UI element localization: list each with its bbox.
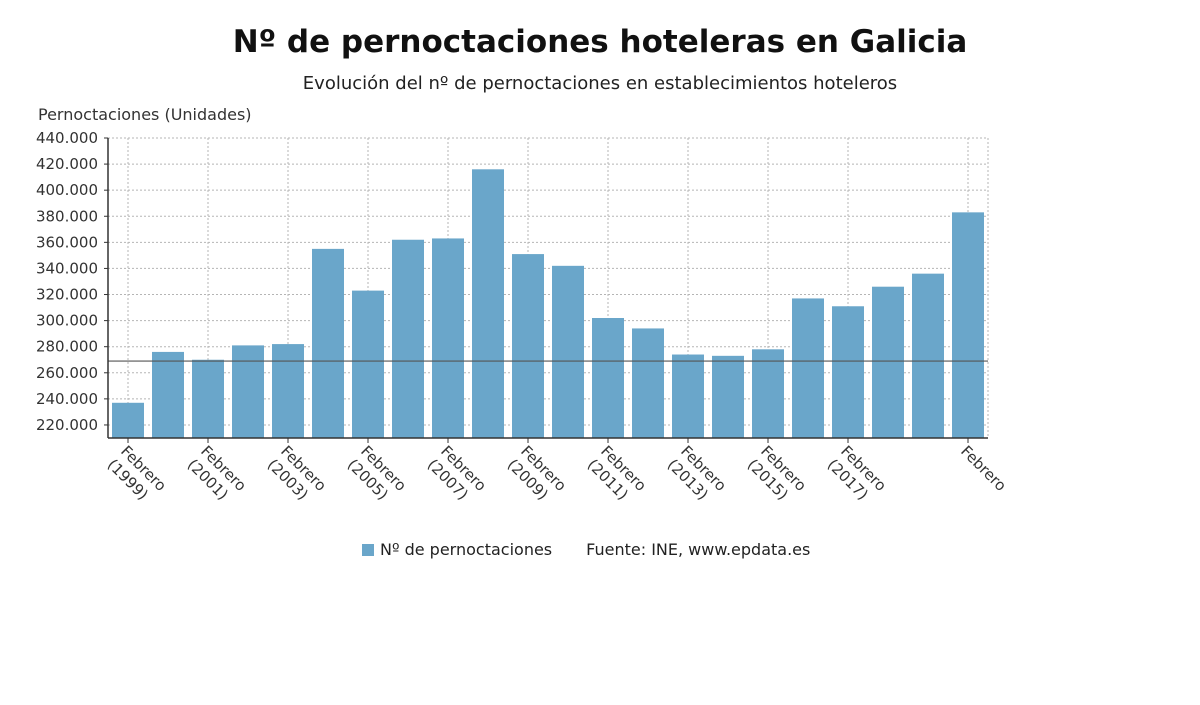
y-tick-label: 240.000 <box>36 390 98 408</box>
bar <box>712 355 744 438</box>
bar <box>352 290 384 438</box>
y-tick-label: 340.000 <box>36 259 98 277</box>
x-tick-label: Febrero(2003) <box>264 442 330 508</box>
bar <box>752 349 784 438</box>
bar <box>472 169 504 438</box>
axes-group <box>104 137 988 443</box>
x-tick-label: Febrero(1999) <box>104 442 170 508</box>
x-tick-label-line: Febrero <box>957 442 1010 495</box>
bar <box>552 265 584 438</box>
y-tick-label: 280.000 <box>36 338 98 356</box>
chart-title: Nº de pernoctaciones hoteleras en Galici… <box>232 24 968 60</box>
y-axis-label: Pernoctaciones (Unidades) <box>38 105 252 124</box>
bar <box>632 328 664 438</box>
bar <box>672 354 704 438</box>
x-tick-label: Febrero(2015) <box>744 442 810 508</box>
x-tick-label: Febrero(2005) <box>344 442 410 508</box>
y-tick-label: 380.000 <box>36 207 98 225</box>
y-tick-label: 260.000 <box>36 364 98 382</box>
y-tick-label: 400.000 <box>36 181 98 199</box>
y-tick-label: 220.000 <box>36 416 98 434</box>
y-tick-labels: 220.000 240.000 260.000 280.000 300.000 320.0… <box>36 129 98 434</box>
legend-swatch <box>362 543 374 556</box>
bars-group <box>112 169 984 438</box>
y-tick-label: 420.000 <box>36 155 98 173</box>
bar <box>432 238 464 438</box>
bar <box>392 239 424 438</box>
x-tick-label: Febrero <box>957 442 1010 495</box>
x-tick-label: Febrero(2017) <box>824 442 890 508</box>
bar <box>192 359 224 438</box>
bar <box>952 212 984 438</box>
y-tick-label: 360.000 <box>36 233 98 251</box>
x-tick-labels: Febrero(1999) Febrero(2001) Febrero(2003) F… <box>104 442 1010 508</box>
x-tick-label: Febrero(2009) <box>504 442 570 508</box>
legend: Nº de pernoctaciones Fuente: INE, www.ep… <box>362 540 810 559</box>
chart-subtitle: Evolución del nº de pernoctaciones en es… <box>302 73 898 94</box>
bar <box>112 402 144 438</box>
bar <box>832 306 864 438</box>
x-tick-label: Febrero(2011) <box>584 442 650 508</box>
x-tick-label: Febrero(2007) <box>424 442 490 508</box>
bar <box>232 345 264 438</box>
grid-lines <box>108 137 989 438</box>
x-tick-label: Febrero(2013) <box>664 442 730 508</box>
bar-chart: 220.000 240.000 260.000 280.000 300.000 320.0… <box>36 129 1010 508</box>
y-tick-label: 320.000 <box>36 286 98 304</box>
x-tick-label: Febrero(2001) <box>184 442 250 508</box>
source-note: Fuente: INE, www.epdata.es <box>586 540 811 559</box>
bar <box>792 298 824 438</box>
y-tick-label: 300.000 <box>36 312 98 330</box>
bar <box>512 254 544 438</box>
y-tick-label: 440.000 <box>36 129 98 147</box>
bar <box>592 318 624 438</box>
bar <box>312 248 344 438</box>
bar <box>912 273 944 438</box>
bar <box>272 344 304 438</box>
legend-series-label: Nº de pernoctaciones <box>380 540 553 559</box>
bar <box>152 351 184 438</box>
bar <box>872 286 904 438</box>
